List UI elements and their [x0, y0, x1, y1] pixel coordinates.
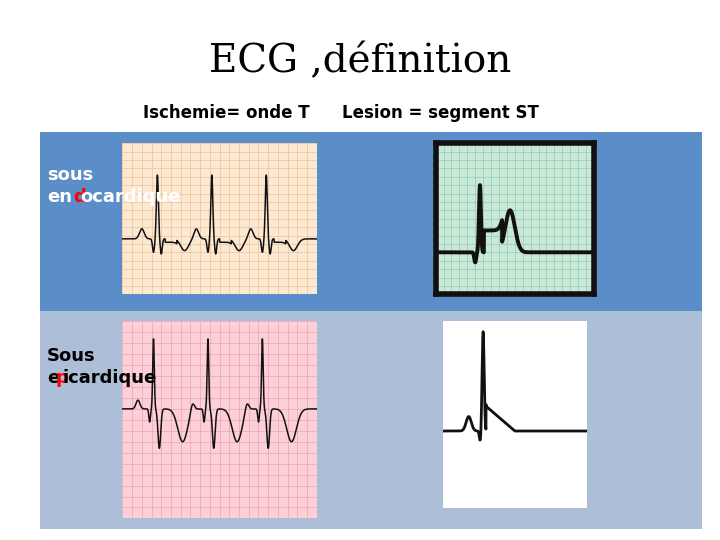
Text: Sous: Sous: [47, 347, 96, 366]
Text: Ischemie= onde T: Ischemie= onde T: [143, 104, 310, 123]
Text: ocardique: ocardique: [81, 188, 181, 206]
Text: e: e: [47, 369, 59, 387]
Text: icardique: icardique: [63, 369, 157, 387]
Text: Lesion = segment ST: Lesion = segment ST: [342, 104, 539, 123]
Text: sous: sous: [47, 166, 93, 185]
Text: p: p: [55, 369, 68, 387]
Text: en: en: [47, 188, 72, 206]
Text: d: d: [73, 188, 86, 206]
Text: ECG ,définition: ECG ,définition: [209, 44, 511, 80]
